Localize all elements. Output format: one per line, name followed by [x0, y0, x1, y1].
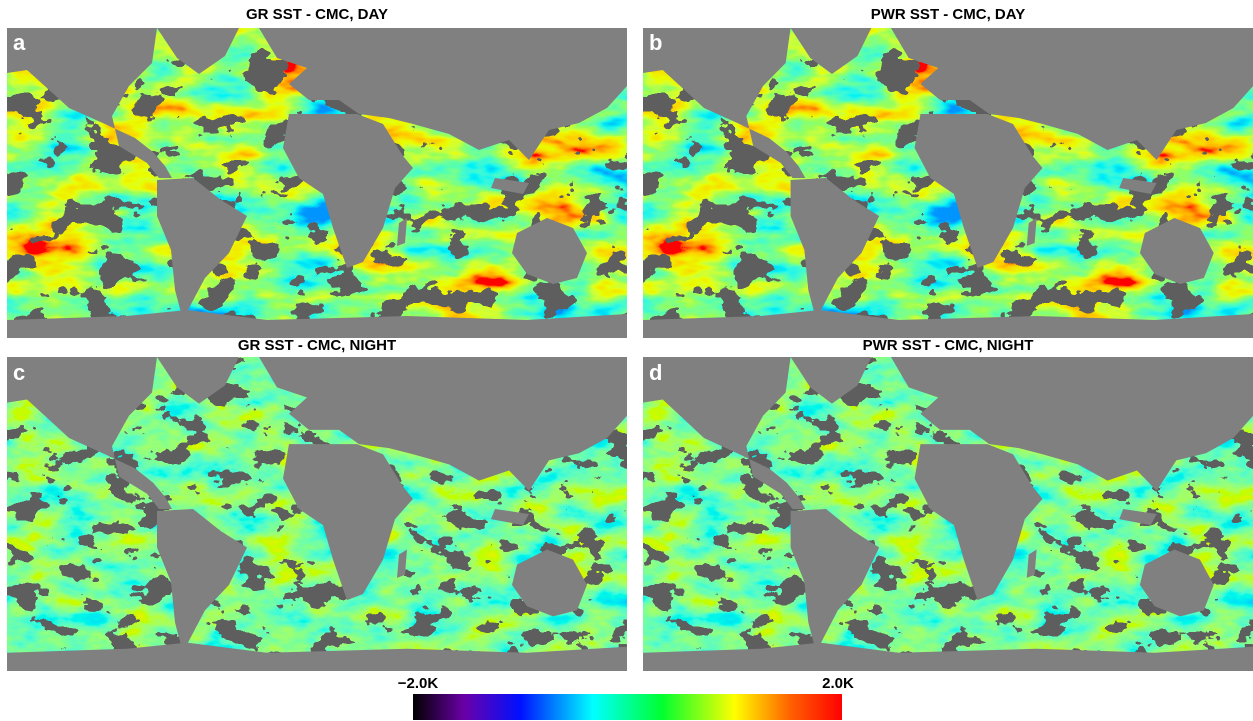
map-panel: [643, 28, 1253, 338]
panel-title: PWR SST - CMC, NIGHT: [863, 337, 1034, 354]
figure: a GR SST - CMC, DAY b PWR SST - CMC, DAY…: [0, 0, 1253, 721]
map-panel: [7, 357, 627, 671]
map-panel: [643, 357, 1253, 671]
panel-letter: a: [13, 30, 26, 55]
map-panel: a: [7, 28, 627, 338]
panel-title: GR SST - CMC, DAY: [246, 6, 388, 23]
panel-letter: d: [649, 360, 662, 385]
colorbar: [413, 694, 842, 720]
panel-title: PWR SST - CMC, DAY: [871, 6, 1025, 23]
panel-letter: c: [13, 360, 25, 385]
colorbar-max-label: 2.0K: [822, 675, 854, 692]
colorbar-min-label: −2.0K: [398, 675, 439, 692]
panel-title: GR SST - CMC, NIGHT: [238, 337, 396, 354]
panel-letter: b: [649, 30, 662, 55]
